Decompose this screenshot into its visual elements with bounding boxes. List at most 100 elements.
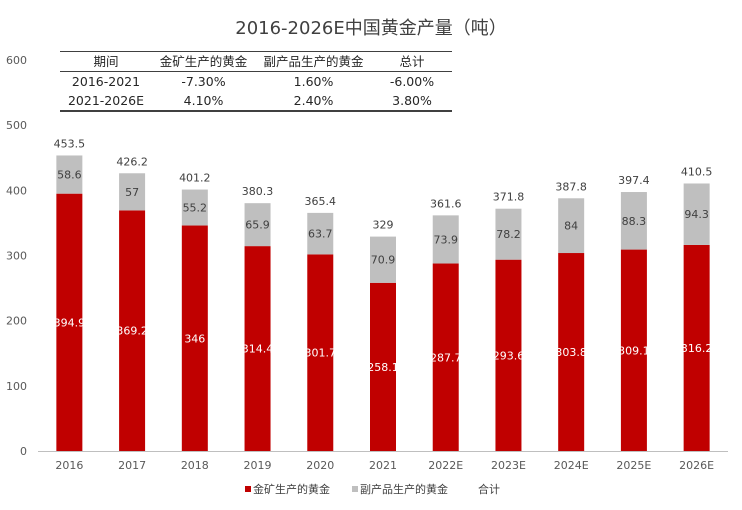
y-tick-label: 600 [6,54,27,67]
table-cell: 2016-2021 [71,74,141,89]
table-cell: 2021-2026E [67,93,145,108]
data-label-byproduct-gold: 84 [564,220,578,233]
data-label-mine-gold: 316.2 [681,342,713,355]
bar-mine-gold [683,244,710,451]
bar-byproduct-gold [181,189,208,226]
x-tick-label: 2022E [428,459,463,472]
y-tick-label: 400 [6,184,27,197]
y-tick-label: 200 [6,315,27,328]
y-tick-label: 500 [6,119,27,132]
y-tick-label: 300 [6,250,27,263]
data-label-byproduct-gold: 78.2 [496,228,521,241]
data-label-mine-gold: 314.4 [242,343,274,356]
x-tick-label: 2021 [369,459,397,472]
bar-byproduct-gold [307,212,334,255]
bar-byproduct-gold [495,208,522,260]
data-label-mine-gold: 369.2 [116,325,148,338]
data-label-byproduct-gold: 88.3 [622,215,647,228]
legend-swatch [352,486,358,492]
data-label-mine-gold: 309.1 [618,344,650,357]
chart-title: 2016-2026E中国黄金产量（吨） [235,18,506,39]
y-tick-label: 100 [6,380,27,393]
table-cell: -6.00% [389,74,435,89]
x-tick-label: 2017 [118,459,146,472]
data-label-total: 387.8 [555,180,587,193]
x-tick-label: 2020 [306,459,334,472]
data-label-byproduct-gold: 65.9 [245,219,270,232]
bar-mine-gold [432,263,459,451]
table-cell: 1.60% [293,74,334,89]
data-label-total: 361.6 [430,197,462,210]
bar-byproduct-gold [370,236,396,283]
x-tick-label: 2019 [244,459,272,472]
data-label-total: 329 [373,219,394,232]
table-cell: 3.80% [392,93,432,108]
bar-mine-gold [495,259,522,451]
bar-mine-gold [307,254,334,451]
data-label-byproduct-gold: 94.3 [684,208,709,221]
y-tick-label: 0 [20,445,27,458]
table-header: 期间 [93,54,119,69]
legend-swatch [245,486,251,492]
table-header: 金矿生产的黄金 [159,54,248,69]
data-label-total: 453.5 [54,137,86,150]
data-label-total: 380.3 [242,185,274,198]
data-label-byproduct-gold: 57 [125,186,139,199]
data-label-byproduct-gold: 63.7 [308,228,333,241]
data-label-total: 365.4 [305,195,337,208]
x-tick-label: 2024E [554,459,589,472]
x-axis: 2016 2017 2018 2019 2020 2021 2022E 2023E 2024E 2… [38,451,728,472]
bar-byproduct-gold [558,198,585,254]
bar-byproduct-gold [119,173,146,211]
data-label-mine-gold: 258.1 [367,361,399,374]
table-cell: -7.30% [181,74,226,89]
table-row: 2021-2026E 4.10% 2.40% 3.80% [60,91,452,111]
data-label-mine-gold: 287.7 [430,351,462,364]
x-tick-label: 2018 [181,459,209,472]
legend-label: 金矿生产的黄金 [253,482,330,496]
x-tick-label: 2026E [679,459,714,472]
data-label-byproduct-gold: 70.9 [371,254,396,267]
data-label-byproduct-gold: 58.6 [57,169,82,182]
data-label-mine-gold: 301.7 [305,347,337,360]
cagr-table: 期间 金矿生产的黄金 副产品生产的黄金 总计 2016-2021 -7.30% … [60,51,452,112]
bar-mine-gold [181,225,208,451]
legend-label: 合计 [478,482,500,496]
bar-mine-gold [56,193,83,451]
data-label-total: 410.5 [681,165,713,178]
table-row: 2016-2021 -7.30% 1.60% -6.00% [60,72,452,92]
bar-byproduct-gold [620,192,647,250]
data-label-byproduct-gold: 55.2 [183,202,208,215]
y-axis: 0 100 200 300 400 500 600 [6,54,27,458]
legend: 金矿生产的黄金 副产品生产的黄金 合计 [245,482,500,496]
table-cell: 2.40% [293,93,334,108]
x-tick-label: 2023E [491,459,526,472]
x-tick-label: 2016 [55,459,83,472]
data-label-byproduct-gold: 73.9 [433,233,458,246]
bar-byproduct-gold [432,215,459,264]
data-label-total: 397.4 [618,174,650,187]
bars: 394.9 58.6 453.5 369.2 57 426.2 346 55.2 401.2 31… [54,137,713,451]
bar-byproduct-gold [683,183,710,245]
bar-mine-gold [620,249,647,451]
table-cell: 4.10% [183,93,224,108]
bar-byproduct-gold [244,203,271,247]
data-label-mine-gold: 293.6 [493,349,525,362]
bar-mine-gold [370,282,396,451]
bar-mine-gold [119,210,146,451]
bar-mine-gold [244,246,271,451]
data-label-mine-gold: 394.9 [54,316,86,329]
table-header-row: 期间 金矿生产的黄金 副产品生产的黄金 总计 [60,51,452,72]
data-label-mine-gold: 303.8 [555,346,587,359]
data-label-total: 401.2 [179,172,211,185]
data-label-total: 371.8 [493,191,525,204]
table-header: 副产品生产的黄金 [263,54,364,69]
bar-mine-gold [558,253,585,451]
table-header: 总计 [399,54,425,69]
x-tick-label: 2025E [616,459,651,472]
bar-byproduct-gold [56,155,83,194]
data-label-mine-gold: 346 [184,332,205,345]
data-label-total: 426.2 [116,155,148,168]
legend-label: 副产品生产的黄金 [360,482,448,496]
